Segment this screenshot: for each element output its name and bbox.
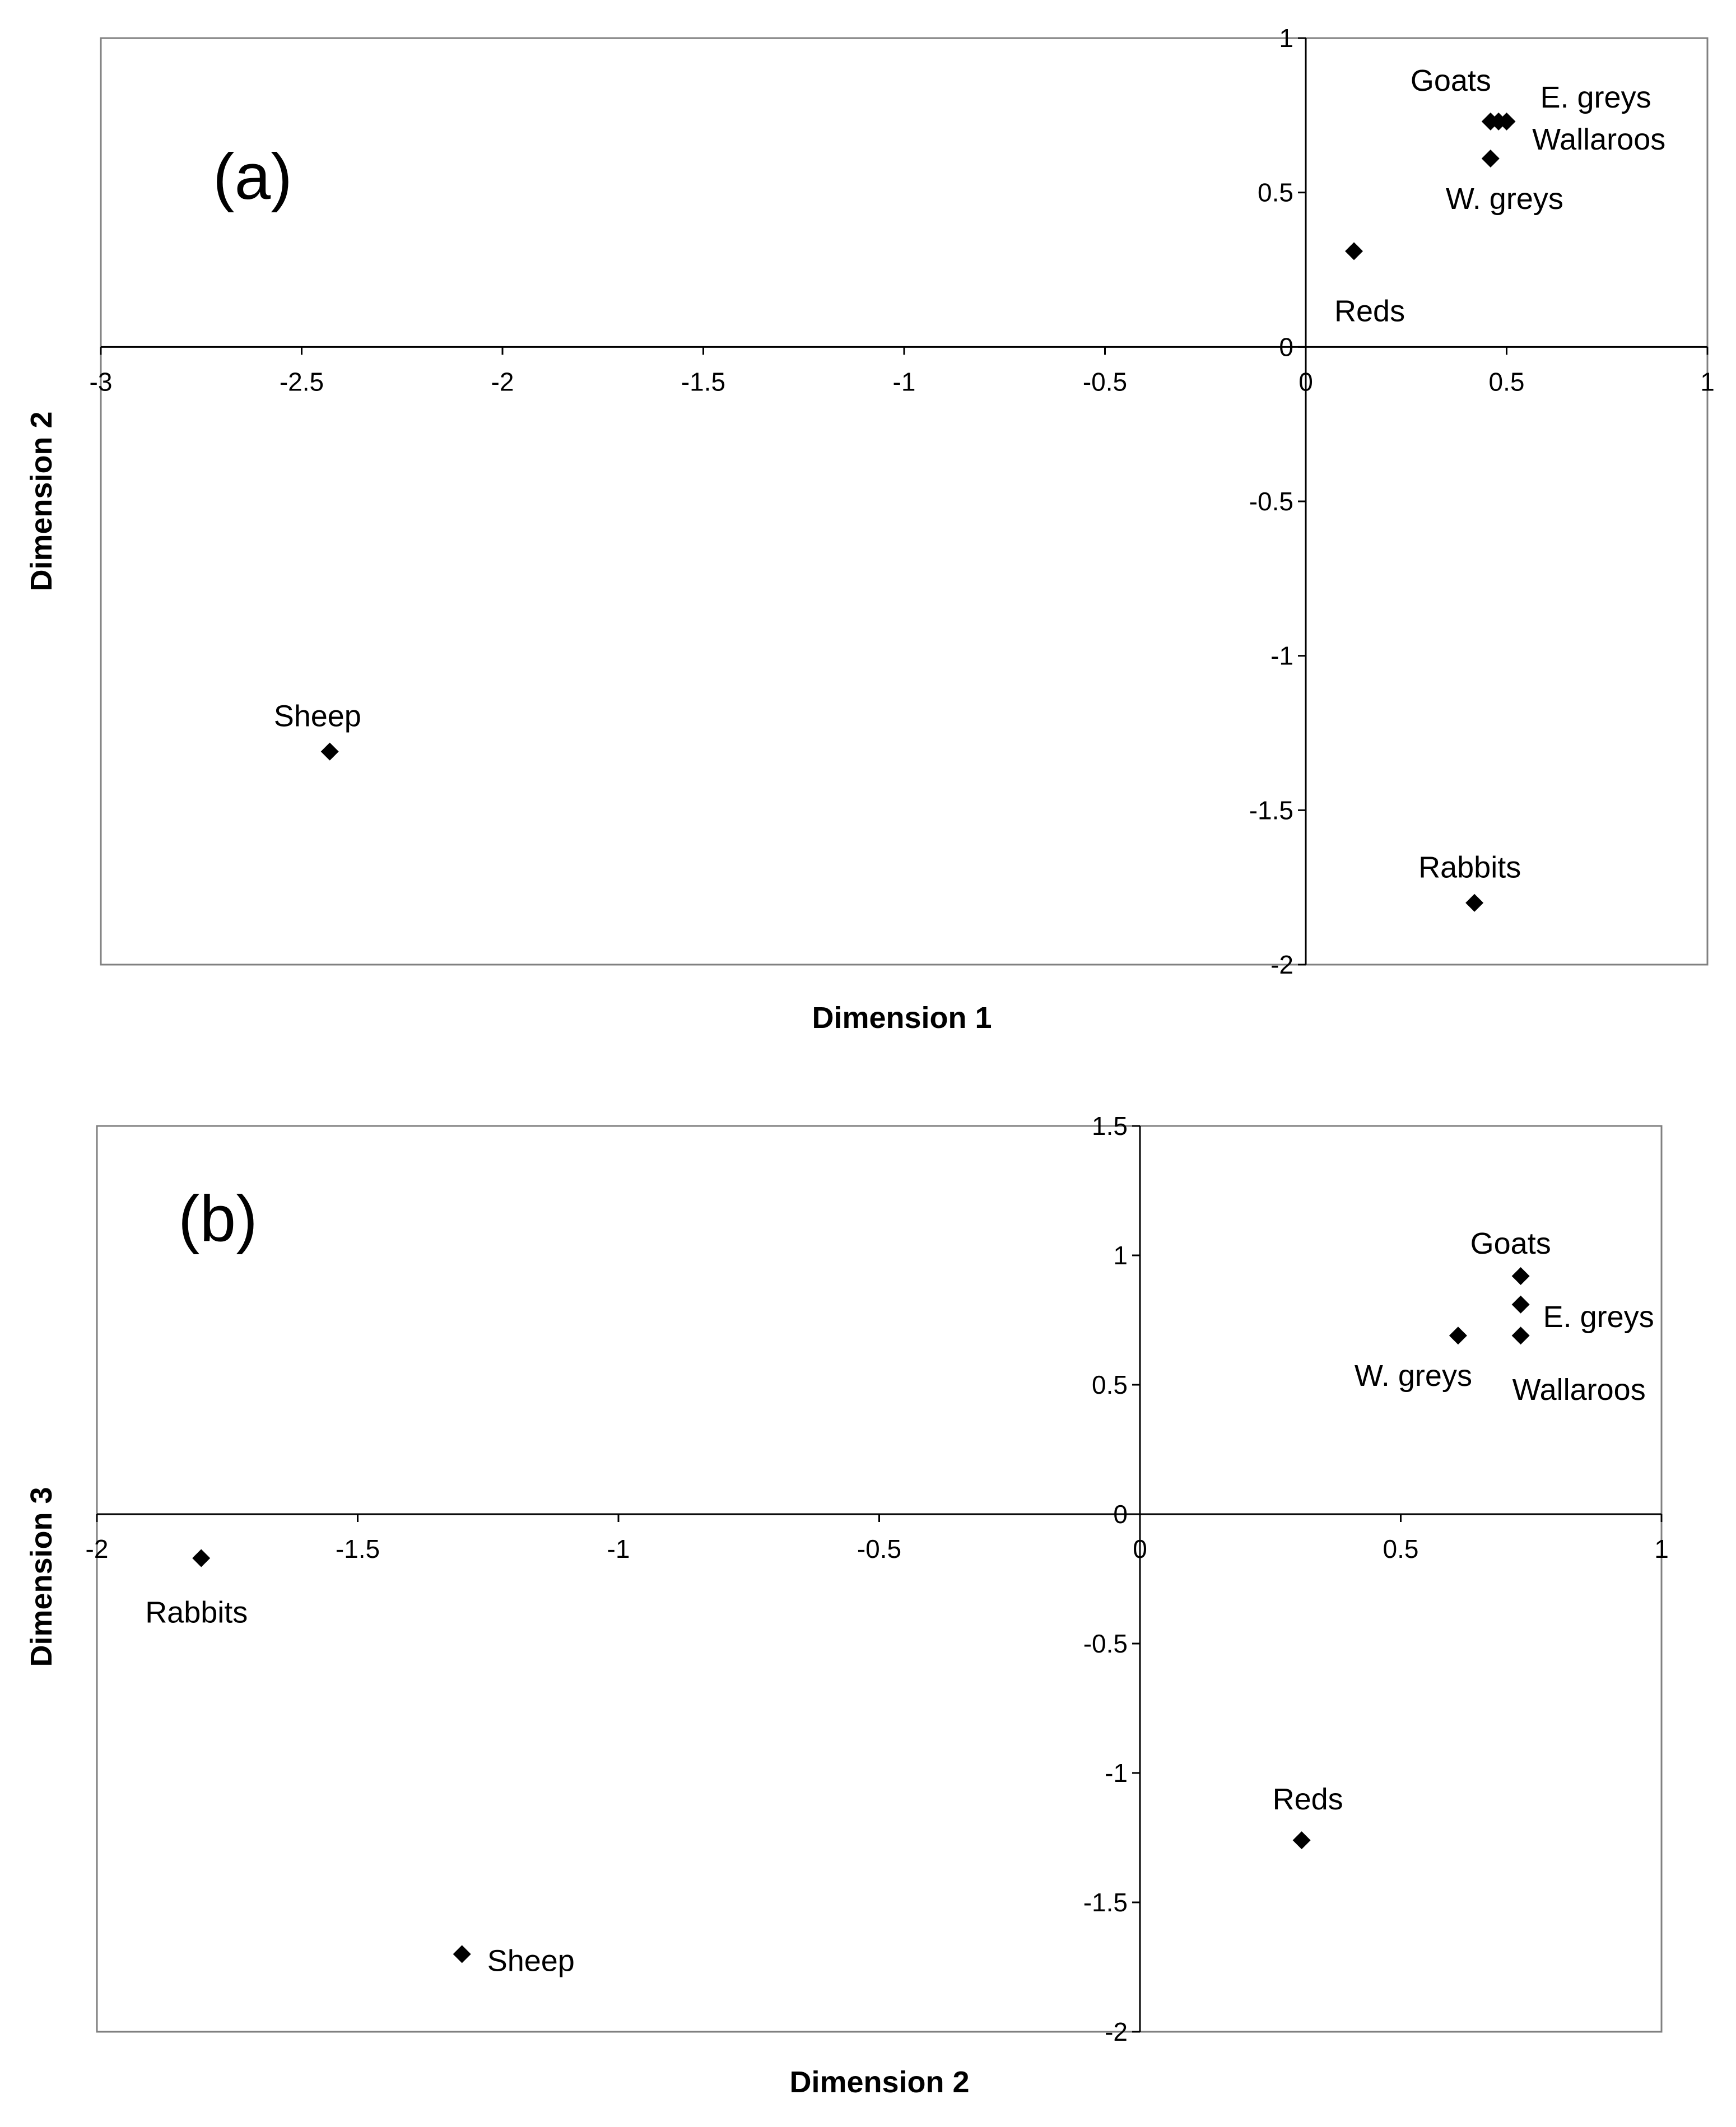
- x-tick-label: -1: [607, 1534, 630, 1563]
- y-tick-label: 0.5: [1092, 1370, 1128, 1399]
- data-point-sheep: [453, 1945, 471, 1963]
- data-label-reds: Reds: [1273, 1782, 1343, 1816]
- x-tick-label: 0: [1298, 367, 1313, 396]
- data-point-sheep: [320, 742, 339, 761]
- panel-label: (b): [178, 1182, 258, 1255]
- data-point-wallaroos: [1511, 1327, 1530, 1345]
- panel-label: (a): [213, 140, 292, 213]
- y-tick-label: -1: [1105, 1758, 1128, 1788]
- x-tick-label: -0.5: [1083, 367, 1127, 396]
- data-point-w-greys: [1481, 150, 1500, 168]
- data-label-goats: Goats: [1470, 1227, 1551, 1260]
- y-axis-title: Dimension 3: [25, 1487, 58, 1667]
- y-tick-label: -2: [1105, 2017, 1128, 2046]
- data-point-w-greys: [1449, 1327, 1467, 1345]
- data-point-reds: [1345, 242, 1363, 260]
- y-axis-title: Dimension 2: [25, 411, 58, 591]
- x-tick-label: -0.5: [857, 1534, 901, 1563]
- y-tick-label: -0.5: [1249, 487, 1293, 516]
- data-label-w-greys: W. greys: [1355, 1359, 1472, 1393]
- plot-frame: [96, 1125, 1663, 2033]
- plot-frame: [100, 37, 1709, 966]
- y-tick-label: 0.5: [1258, 178, 1293, 207]
- data-label-reds: Reds: [1334, 294, 1405, 328]
- data-point-e-greys: [1511, 1295, 1530, 1314]
- y-tick-label: 1: [1279, 24, 1293, 53]
- x-tick-label: -2: [86, 1534, 109, 1563]
- data-point-rabbits: [192, 1549, 211, 1567]
- x-tick-label: -1: [893, 367, 916, 396]
- x-tick-label: 0.5: [1489, 367, 1525, 396]
- x-tick-label: -1.5: [336, 1534, 380, 1563]
- x-axis-title: Dimension 1: [812, 1001, 992, 1035]
- x-tick-label: 0: [1133, 1534, 1147, 1563]
- data-label-e-greys: E. greys: [1540, 81, 1651, 114]
- y-tick-label: 0: [1279, 332, 1293, 361]
- y-tick-label: -1: [1270, 641, 1293, 671]
- x-tick-label: -1.5: [681, 367, 725, 396]
- y-tick-label: 1.5: [1092, 1111, 1128, 1141]
- data-label-sheep: Sheep: [274, 700, 361, 733]
- data-label-w-greys: W. greys: [1446, 182, 1563, 216]
- data-label-sheep: Sheep: [487, 1944, 575, 1977]
- data-point-reds: [1292, 1831, 1311, 1850]
- data-point-goats: [1511, 1267, 1530, 1285]
- x-tick-label: -3: [90, 367, 113, 396]
- x-tick-label: -2.5: [280, 367, 324, 396]
- chart-panel-b: -2 -1.5 -1 -0.5 0 0.5 1 -2 -1.5 -1 -0.5 0 0.5 1 1.5 Goa…: [25, 1111, 1669, 2099]
- y-tick-label: -1.5: [1083, 1888, 1128, 1917]
- x-tick-label: 1: [1700, 367, 1715, 396]
- y-tick-label: -2: [1270, 950, 1293, 979]
- y-tick-label: 0: [1113, 1500, 1128, 1529]
- data-label-e-greys: E. greys: [1543, 1300, 1654, 1334]
- x-tick-label: 1: [1654, 1534, 1669, 1563]
- y-tick-label: 1: [1113, 1241, 1128, 1270]
- data-label-wallaroos: Wallaroos: [1512, 1373, 1646, 1407]
- x-tick-label: 0.5: [1383, 1534, 1419, 1563]
- y-tick-label: -1.5: [1249, 795, 1293, 825]
- y-tick-label: -0.5: [1083, 1629, 1128, 1658]
- data-point-wallaroos: [1490, 112, 1508, 131]
- data-point-rabbits: [1465, 893, 1484, 912]
- data-label-rabbits: Rabbits: [145, 1596, 248, 1630]
- chart-panel-a: -3 -2.5 -2 -1.5 -1 -0.5 0 0.5 1 -2 -1.5 -1 -0.5 0 0.5 1…: [25, 24, 1715, 1035]
- data-label-wallaroos: Wallaroos: [1532, 123, 1665, 156]
- data-label-goats: Goats: [1411, 64, 1491, 97]
- data-label-rabbits: Rabbits: [1418, 851, 1521, 885]
- x-axis-title: Dimension 2: [789, 2065, 969, 2099]
- x-tick-label: -2: [491, 367, 514, 396]
